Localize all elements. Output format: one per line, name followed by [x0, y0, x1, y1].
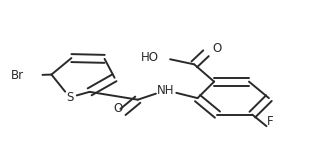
Text: HO: HO: [141, 51, 159, 64]
Text: NH: NH: [157, 84, 175, 97]
Text: O: O: [113, 102, 123, 115]
Text: F: F: [267, 115, 274, 128]
Text: O: O: [212, 42, 222, 55]
Text: S: S: [66, 91, 73, 104]
Text: Br: Br: [11, 69, 24, 82]
